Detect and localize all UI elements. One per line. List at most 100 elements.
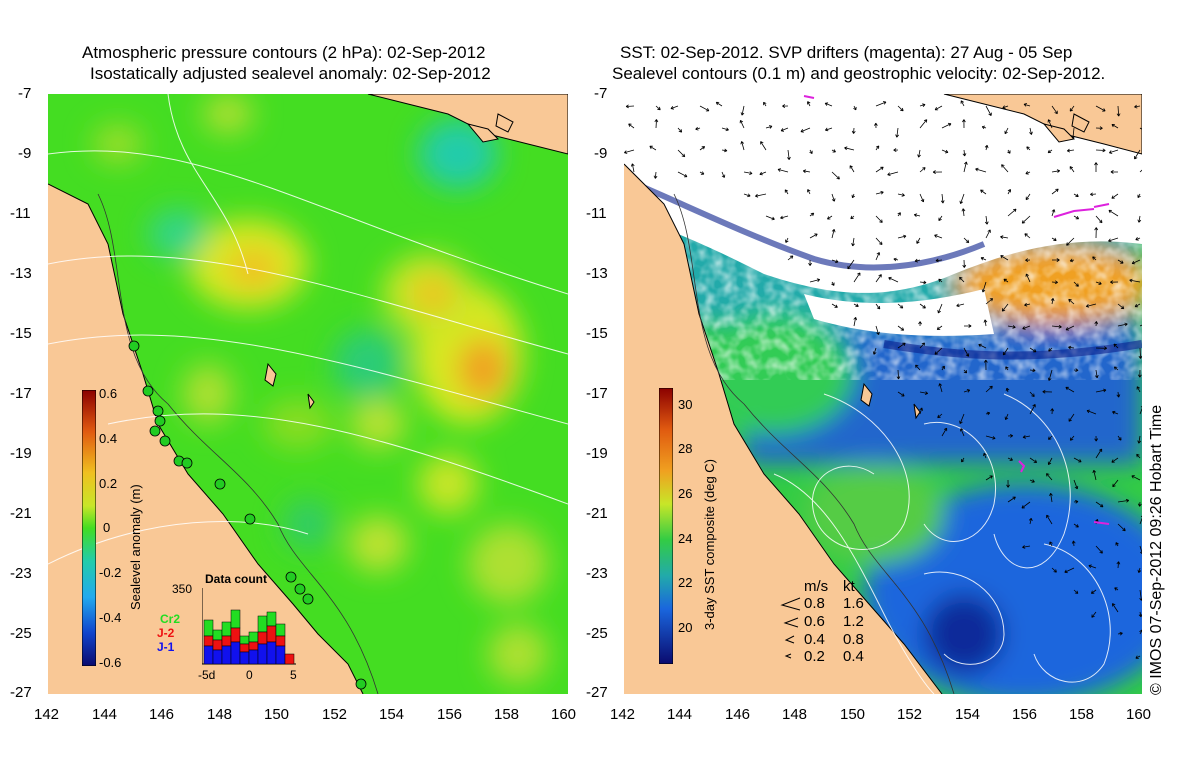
velocity-arrow	[895, 127, 900, 138]
velocity-arrow	[1068, 345, 1075, 350]
velocity-arrow	[975, 167, 987, 173]
velocity-arrow	[1112, 603, 1119, 613]
velocity-arrow	[1029, 368, 1036, 373]
velocity-arrow	[850, 215, 855, 220]
velocity-arrow	[1066, 237, 1075, 246]
velocity-arrow	[1137, 501, 1142, 507]
velocity-arrow	[1136, 453, 1141, 459]
right-x-tick: 142	[610, 706, 636, 723]
right-y-tick: -23	[586, 565, 608, 582]
velocity-arrow	[961, 208, 966, 217]
velocity-arrow	[980, 189, 987, 195]
velocity-arrow	[1139, 169, 1142, 173]
velocity-arrow	[1025, 193, 1031, 201]
right-x-tick: 156	[1012, 706, 1038, 723]
velocity-arrow	[780, 127, 789, 132]
velocity-arrow	[1094, 227, 1099, 239]
velocity-arrow	[1139, 589, 1142, 601]
velocity-arrow	[1049, 541, 1053, 547]
velocity-arrow	[721, 127, 729, 132]
velocity-arrow	[919, 280, 927, 285]
mission-j2: J-2	[157, 626, 175, 640]
velocity-arrow	[917, 149, 921, 158]
velocity-arrow	[1073, 589, 1079, 594]
left-y-tick: -15	[10, 325, 32, 342]
velocity-arrow	[1000, 235, 1009, 240]
velocity-arrow	[1095, 388, 1107, 393]
velocity-unit-kt: kt	[843, 578, 855, 595]
velocity-arrow	[807, 189, 811, 195]
right-x-tick: 154	[955, 706, 981, 723]
velocity-arrow	[1071, 127, 1076, 139]
velocity-arrow	[956, 303, 965, 308]
left-x-tick: 142	[34, 706, 60, 723]
velocity-unit-ms: m/s	[804, 578, 829, 595]
right-x-tick: 152	[897, 706, 923, 723]
left-y-tick: -21	[10, 505, 32, 522]
velocity-arrow	[1029, 479, 1035, 483]
velocity-arrow	[851, 193, 856, 199]
velocity-arrow	[782, 104, 789, 108]
velocity-arrow	[807, 101, 811, 107]
velocity-arrow	[897, 391, 905, 397]
velocity-arrow	[1002, 105, 1009, 109]
data-count-title: Data count	[205, 572, 268, 586]
islands	[264, 113, 514, 410]
velocity-arrow	[875, 325, 880, 335]
velocity-arrow	[695, 126, 701, 131]
velocity-arrow	[875, 145, 880, 151]
velocity-arrow	[916, 237, 921, 244]
velocity-arrow	[851, 127, 856, 134]
velocity-arrow	[978, 343, 987, 349]
sst-cbar-label: 3-day SST composite (deg C)	[702, 459, 717, 630]
left-x-tick: 160	[551, 706, 577, 723]
dc-x-tick: -5d	[198, 668, 216, 682]
right-title-line2: Sealevel contours (0.1 m) and geostrophi…	[612, 64, 1106, 83]
velocity-arrow	[888, 276, 899, 283]
velocity-arrow	[937, 303, 943, 314]
velocity-arrow	[983, 359, 988, 371]
velocity-arrow	[1117, 435, 1122, 441]
velocity-arrow	[1024, 233, 1031, 239]
velocity-arrow	[1049, 492, 1053, 503]
velocity-arrow	[1029, 127, 1033, 135]
velocity-arrow	[1091, 611, 1097, 618]
sst-cbar-tick: 20	[678, 620, 693, 635]
velocity-arrow	[919, 303, 926, 309]
velocity-arrow	[1135, 655, 1141, 659]
right-x-tick: 160	[1126, 706, 1152, 723]
velocity-arrow	[985, 435, 996, 440]
velocity-arrow	[1111, 457, 1119, 463]
velocity-arrow	[1068, 413, 1075, 422]
velocity-arrow	[963, 389, 971, 393]
velocity-arrow	[1050, 408, 1055, 415]
velocity-arrow	[1007, 457, 1013, 461]
left-x-tick: 152	[322, 706, 348, 723]
velocity-arrow	[897, 234, 907, 239]
velocity-arrow	[1137, 369, 1142, 378]
velocity-arrow	[831, 281, 835, 286]
velocity-arrow	[740, 141, 745, 151]
sla-cbar-tick: 0.4	[99, 431, 118, 446]
velocity-arrow	[940, 193, 945, 204]
velocity-arrow	[875, 166, 884, 173]
velocity-arrow	[1073, 523, 1079, 528]
velocity-arrow	[1007, 325, 1016, 329]
velocity-arrow	[739, 119, 745, 129]
sst-colorbar	[659, 388, 673, 664]
islands	[860, 113, 1090, 420]
data-count-max: 350	[172, 582, 193, 596]
velocity-arrow	[1065, 386, 1075, 393]
velocity-arrow	[897, 105, 904, 112]
velocity-arrow	[1094, 162, 1098, 172]
legend-kt-value: 0.8	[843, 631, 864, 648]
mission-cr2: Cr2	[160, 612, 181, 626]
coastline	[624, 163, 943, 694]
velocity-arrow	[1025, 171, 1031, 175]
velocity-arrow	[809, 233, 818, 239]
velocity-arrow	[743, 193, 751, 198]
velocity-arrow	[1007, 208, 1017, 217]
sst-cbar-tick: 24	[678, 531, 693, 546]
velocity-arrow	[1137, 435, 1142, 444]
velocity-arrow	[962, 149, 967, 157]
